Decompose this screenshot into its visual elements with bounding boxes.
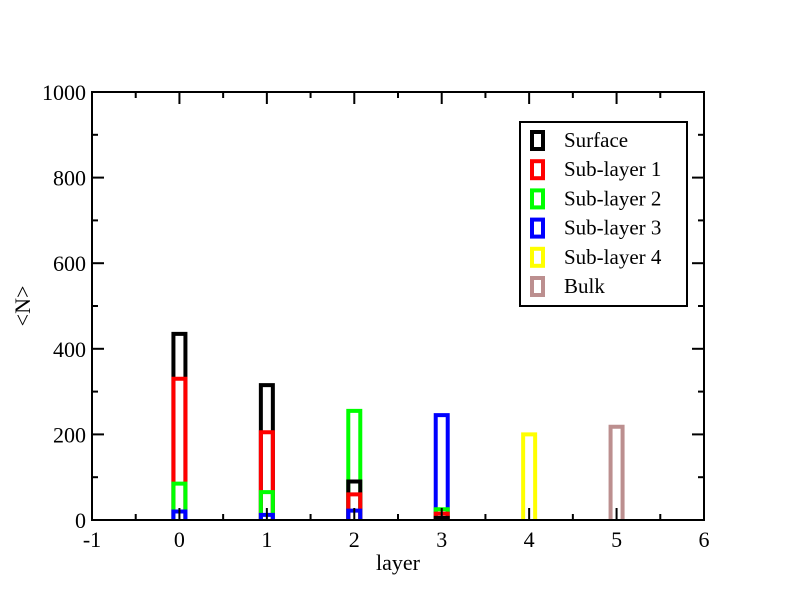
bar-bulk-layer-5 [608,424,625,520]
y-tick-label: 400 [53,337,86,362]
y-tick-label: 600 [53,251,86,276]
legend-box [519,121,688,307]
x-tick-label: 1 [261,527,272,552]
bar-sub-layer-3-layer-3 [433,413,450,520]
y-tick-label: 200 [53,422,86,447]
x-tick-label: 6 [699,527,710,552]
legend-swatch-surface [530,130,545,151]
legend-label-sub-layer-4: Sub-layer 4 [564,245,662,269]
x-tick-label: 5 [611,527,622,552]
legend-swatch-sub-layer-4 [530,246,545,268]
legend-label-sub-layer-2: Sub-layer 2 [564,186,661,210]
bar-sub-layer-2-layer-0 [171,481,188,520]
legend-label-sub-layer-1: Sub-layer 1 [564,157,661,181]
legend-swatch-sub-layer-2 [530,188,545,210]
legend-label-surface: Surface [564,128,628,152]
x-tick-label: 3 [436,527,447,552]
y-tick-label: 0 [75,508,86,533]
x-tick-label: 2 [349,527,360,552]
x-tick-label: 4 [524,527,535,552]
legend-swatch-sub-layer-3 [530,217,545,239]
bar-sub-layer-1-layer-2 [346,492,363,520]
x-tick-label: -1 [83,527,101,552]
x-axis-title: layer [376,550,421,575]
bar-sub-layer-2-layer-2 [346,408,363,520]
legend-label-bulk: Bulk [564,274,605,298]
legend-label-sub-layer-3: Sub-layer 3 [564,216,661,240]
y-axis-title: <N> [10,286,35,327]
bar-sub-layer-1-layer-0 [171,376,188,520]
legend: Surface Sub-layer 1 Sub-layer 2 Sub-layer 3… [519,121,688,307]
y-tick-label: 800 [53,166,86,191]
bar-sub-layer-4-layer-4 [521,432,538,520]
legend-swatch-sub-layer-1 [530,159,545,181]
x-tick-label: 0 [174,527,185,552]
legend-swatch-bulk [530,276,545,297]
bar-sub-layer-2-layer-1 [258,490,275,520]
bar-sub-layer-1-layer-1 [258,430,275,520]
y-tick-label: 1000 [42,80,86,105]
